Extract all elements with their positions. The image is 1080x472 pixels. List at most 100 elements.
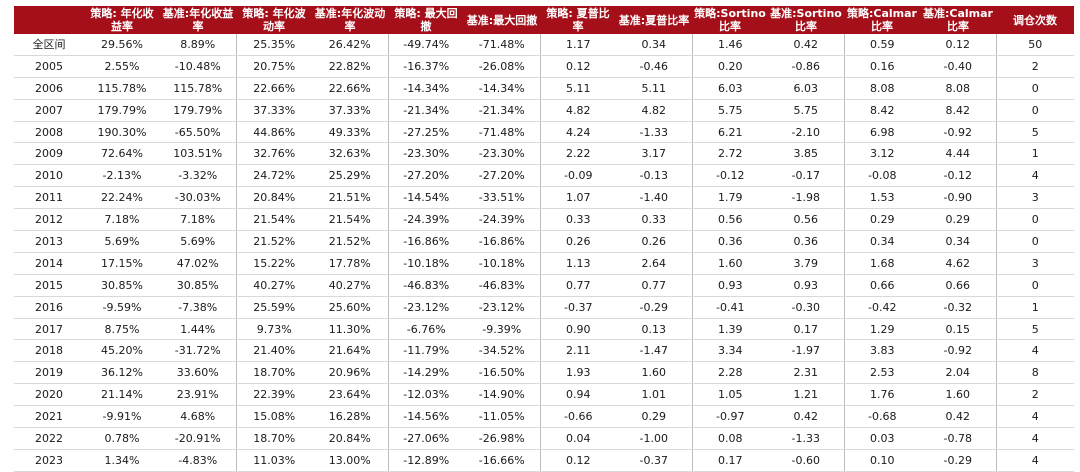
table-cell: 9.73% [236,318,312,341]
table-cell: -23.12% [388,296,464,319]
table-cell: -11.05% [464,405,541,429]
table-cell: 5 [996,121,1074,144]
table-cell: 0.56 [768,208,845,232]
table-cell: 4.62 [920,252,997,275]
table-cell: 8 [996,361,1074,385]
table-cell: 22.66% [312,77,389,100]
table-cell: 4.24 [540,121,616,144]
table-cell: -0.12 [920,164,997,188]
table-cell: 1.01 [616,383,693,407]
table-cell: 33.60% [160,361,237,385]
table-cell: 4.44 [920,142,997,166]
table-cell: 2.53 [844,361,920,385]
table-cell: -49.74% [388,34,464,56]
table-cell: 0.33 [540,208,616,232]
table-cell: 21.51% [312,186,389,210]
table-row: 2019 36.12% 33.60% 18.70% 20.96% -14.29% -16.5… [14,361,1074,385]
table-cell: 0 [996,230,1074,253]
table-cell: 17.78% [312,252,389,275]
table-cell: 2 [996,55,1074,78]
table-cell: 0.34 [844,230,920,253]
row-label: 2021 [14,405,84,429]
table-cell: 25.60% [312,296,389,319]
table-cell: -0.92 [920,339,997,363]
table-cell: 29.56% [84,34,160,56]
table-header: 策略: 年化收益率 基准:年化收益率 策略: 年化波动率 基准:年化波动率 策略: 最大… [14,6,1074,34]
table-cell: 0.12 [920,34,997,56]
performance-table-container: 策略: 年化收益率 基准:年化收益率 策略: 年化波动率 基准:年化波动率 策略: 最大… [14,6,1074,472]
header-cell: 调仓次数 [996,6,1074,34]
table-cell: -0.09 [540,164,616,188]
table-cell: 36.12% [84,361,160,385]
row-label: 2007 [14,99,84,122]
table-cell: 0 [996,208,1074,232]
table-cell: -4.83% [160,449,237,472]
table-cell: -1.97 [768,339,845,363]
table-cell: 0.16 [844,55,920,78]
table-cell: -16.50% [464,361,541,385]
table-cell: -0.29 [920,449,997,472]
table-cell: -0.90 [920,186,997,210]
table-cell: 50 [996,34,1074,56]
table-cell: 0.42 [768,34,845,56]
table-cell: 0.12 [540,449,616,472]
table-row: 2023 1.34% -4.83% 11.03% 13.00% -12.89% -16.66… [14,449,1074,472]
table-cell: -0.46 [616,55,693,78]
table-cell: 1.60 [920,383,997,407]
table-cell: 0.15 [920,318,997,341]
table-cell: 0.20 [692,55,768,78]
table-cell: 4 [996,405,1074,429]
table-cell: 179.79% [160,99,237,122]
table-cell: 0.93 [768,274,845,297]
table-cell: 0.03 [844,427,920,450]
table-cell: 6.21 [692,121,768,144]
table-cell: -23.12% [464,296,541,319]
header-row: 策略: 年化收益率 基准:年化收益率 策略: 年化波动率 基准:年化波动率 策略: 最大… [14,6,1074,34]
table-cell: 21.54% [236,208,312,232]
table-cell: 0.56 [692,208,768,232]
table-cell: -2.10 [768,121,845,144]
table-cell: -14.34% [464,77,541,100]
table-cell: 2.31 [768,361,845,385]
table-cell: 25.35% [236,34,312,56]
row-label: 2012 [14,208,84,232]
table-cell: -0.29 [616,296,693,319]
row-label: 2014 [14,252,84,275]
table-cell: 0.66 [920,274,997,297]
table-cell: 1.17 [540,34,616,56]
table-cell: 1.46 [692,34,768,56]
table-cell: 0.78% [84,427,160,450]
table-row: 2020 21.14% 23.91% 22.39% 23.64% -12.03% -14.9… [14,383,1074,407]
table-cell: 21.64% [312,339,389,363]
header-cell-period [14,6,84,34]
table-cell: 22.24% [84,186,160,210]
table-cell: -27.25% [388,121,464,144]
table-cell: -71.48% [464,34,541,56]
table-cell: -26.98% [464,427,541,450]
table-cell: 0.77 [616,274,693,297]
table-cell: 20.96% [312,361,389,385]
row-label: 2013 [14,230,84,253]
table-cell: -0.68 [844,405,920,429]
table-cell: 1.34% [84,449,160,472]
table-cell: -1.98 [768,186,845,210]
table-cell: 21.40% [236,339,312,363]
row-label: 2022 [14,427,84,450]
table-cell: 3 [996,252,1074,275]
table-cell: 5.69% [160,230,237,253]
table-row: 2009 72.64% 103.51% 32.76% 32.63% -23.30% -23.… [14,142,1074,166]
row-label: 2020 [14,383,84,407]
table-cell: -1.33 [768,427,845,450]
row-label: 2009 [14,142,84,166]
table-cell: -26.08% [464,55,541,78]
table-cell: -0.12 [692,164,768,188]
table-cell: 0.93 [692,274,768,297]
table-cell: 8.08 [844,77,920,100]
row-label: 2006 [14,77,84,100]
table-cell: 0.90 [540,318,616,341]
table-cell: -14.34% [388,77,464,100]
header-cell: 基准:夏普比率 [616,6,692,34]
table-cell: 0.42 [768,405,845,429]
table-cell: -0.78 [920,427,997,450]
table-cell: -23.30% [464,142,541,166]
